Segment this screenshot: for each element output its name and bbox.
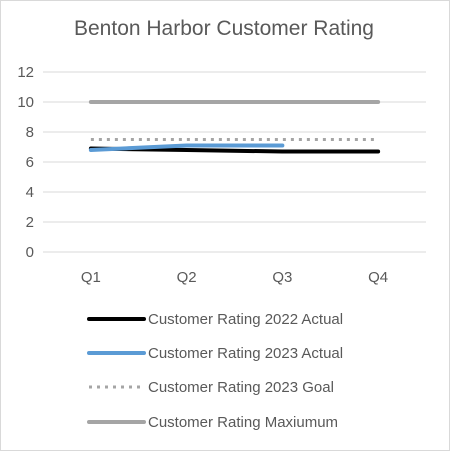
y-tick-label: 0	[26, 244, 34, 261]
x-tick-label: Q3	[272, 269, 292, 286]
y-tick-label: 8	[26, 124, 34, 141]
x-tick-label: Q4	[368, 269, 388, 286]
series-line-2	[88, 143, 285, 152]
x-axis-ticks: Q1 Q2 Q3 Q4	[81, 269, 388, 286]
y-tick-label: 10	[17, 94, 34, 111]
y-tick-label: 12	[17, 64, 34, 81]
x-tick-label: Q1	[81, 269, 101, 286]
chart-title: Benton Harbor Customer Rating	[74, 17, 374, 40]
gridlines	[43, 71, 426, 253]
legend-label: Customer Rating Maxiumum	[148, 414, 338, 431]
legend-label: Customer Rating 2023 Actual	[148, 345, 343, 362]
legend-label: Customer Rating 2022 Actual	[148, 311, 343, 328]
legend-label: Customer Rating 2023 Goal	[148, 379, 334, 396]
y-tick-label: 6	[26, 154, 34, 171]
legend: Customer Rating 2022 Actual Customer Rati…	[87, 311, 343, 431]
series-lines	[88, 100, 381, 154]
y-tick-label: 4	[26, 184, 34, 201]
y-axis-ticks: 0 2 4 6 8 10 12	[17, 64, 34, 261]
y-tick-label: 2	[26, 214, 34, 231]
x-tick-label: Q2	[177, 269, 197, 286]
